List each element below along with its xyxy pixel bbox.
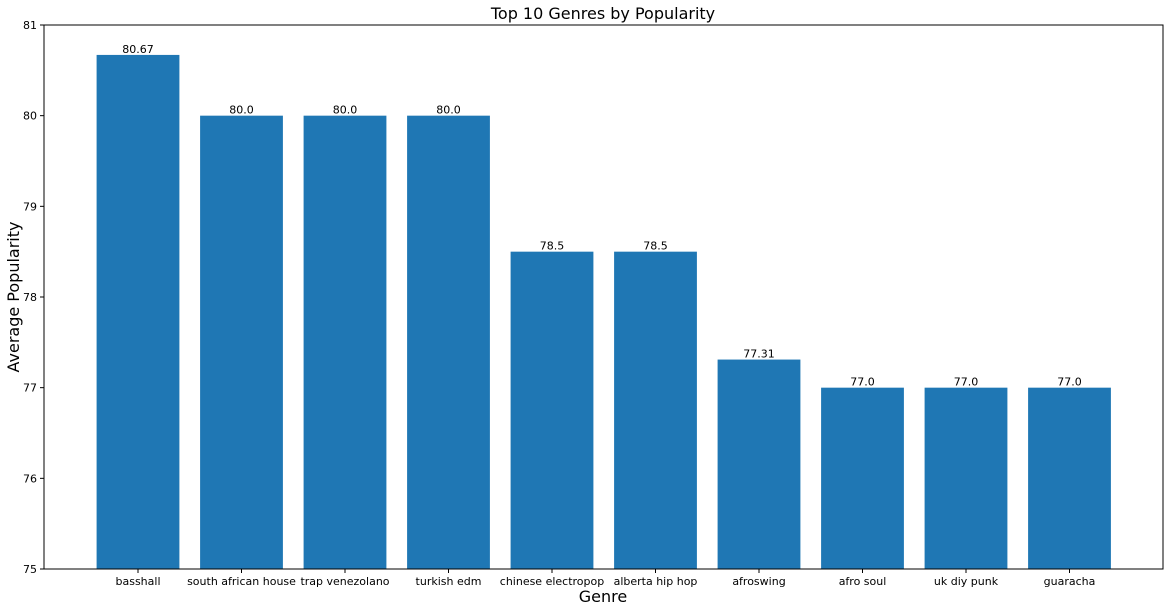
bar-value-label: 77.0 [850,376,875,389]
y-tick-label: 77 [23,382,37,395]
bar-value-label: 80.0 [436,104,461,117]
x-tick-label: chinese electropop [500,575,604,588]
value-labels-layer: 80.67 80.0 80.0 80.0 78.5 78.5 77.31 77.0 77.0 77… [122,43,1082,389]
bar-value-label: 77.0 [1057,376,1082,389]
bar-value-label: 80.0 [229,104,254,117]
bar-turkish-edm [407,115,490,570]
plot-frame [43,24,1164,570]
bar-afro-soul [821,387,904,569]
bar-alberta-hip-hop [614,251,697,570]
y-tick-label: 79 [23,200,37,213]
y-tick-label: 76 [23,472,37,485]
bar-south-african-house [200,115,283,570]
x-tick-label: south african house [187,575,296,588]
x-tick-label: alberta hip hop [614,575,698,588]
x-axis-title: Genre [579,587,627,606]
x-tick-label: trap venezolano [300,575,389,588]
y-tick-label: 75 [23,563,37,576]
bar-value-label: 80.67 [122,43,154,56]
y-tick-label: 78 [23,291,37,304]
bar-trap-venezolano [303,115,387,570]
chart-title: Top 10 Genres by Popularity [490,4,715,23]
bar-value-label: 77.0 [954,376,979,389]
bar-chinese-electropop [510,251,594,570]
x-tick-label: afroswing [732,575,785,588]
bar-guaracha [1028,387,1111,569]
bar-value-label: 78.5 [643,240,668,253]
bar-value-label: 80.0 [333,104,358,117]
y-tick-label: 81 [23,19,37,32]
y-tick-label: 80 [23,110,37,123]
x-tick-label: uk diy punk [934,575,999,588]
bars-layer [96,54,1111,570]
y-axis-title: Average Popularity [4,222,23,373]
bar-value-label: 78.5 [540,240,565,253]
y-axis: 75 76 77 78 79 80 81 [23,19,44,576]
bar-uk-diy-punk [924,387,1008,569]
bar-basshall [96,54,180,570]
x-tick-label: basshall [115,575,160,588]
x-tick-label: afro soul [839,575,887,588]
x-axis: basshall south african house trap venezola… [115,569,1095,588]
bar-afroswing [717,359,801,569]
x-tick-label: turkish edm [416,575,482,588]
x-tick-label: guaracha [1044,575,1096,588]
bar-value-label: 77.31 [743,348,775,361]
